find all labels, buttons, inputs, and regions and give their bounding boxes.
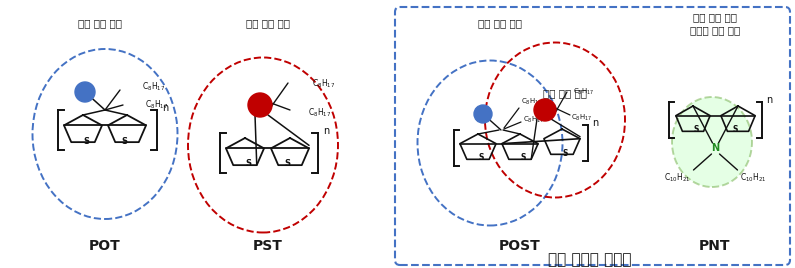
- Text: S: S: [562, 148, 568, 158]
- Text: n: n: [591, 118, 598, 128]
- Text: PST: PST: [253, 239, 283, 253]
- Text: S: S: [121, 136, 127, 146]
- Ellipse shape: [672, 97, 752, 187]
- Text: PNT: PNT: [700, 239, 731, 253]
- Text: 신규 개발된 고분자: 신규 개발된 고분자: [549, 252, 632, 267]
- Circle shape: [534, 99, 556, 121]
- Text: 빠른 탈색 속도: 빠른 탈색 속도: [478, 18, 522, 28]
- Text: $\mathregular{C_8H_{17}}$: $\mathregular{C_8H_{17}}$: [573, 87, 595, 97]
- Text: 질소 원소 도입: 질소 원소 도입: [693, 12, 737, 22]
- Text: n: n: [323, 126, 329, 136]
- Text: N: N: [712, 143, 719, 153]
- Text: $\mathregular{C_8H_{17}}$: $\mathregular{C_8H_{17}}$: [142, 81, 165, 93]
- Text: S: S: [520, 154, 525, 162]
- Text: S: S: [693, 125, 699, 135]
- Text: $\mathregular{C_{10}H_{21}}$: $\mathregular{C_{10}H_{21}}$: [664, 172, 691, 184]
- Text: 에너지 레벨 조절: 에너지 레벨 조절: [690, 25, 740, 35]
- Circle shape: [75, 82, 95, 102]
- Text: S: S: [732, 125, 738, 135]
- Text: 빠른 착색 속도: 빠른 착색 속도: [246, 18, 290, 28]
- Text: 빠른 탈색 속도: 빠른 탈색 속도: [78, 18, 122, 28]
- Circle shape: [474, 105, 492, 123]
- Text: S: S: [245, 159, 251, 169]
- Text: 빠른 착색 속도: 빠른 착색 속도: [543, 88, 587, 98]
- Text: $\mathregular{C_{10}H_{21}}$: $\mathregular{C_{10}H_{21}}$: [740, 172, 767, 184]
- Circle shape: [248, 93, 272, 117]
- Text: n: n: [162, 103, 168, 113]
- Text: $\mathregular{C_8H_{17}}$: $\mathregular{C_8H_{17}}$: [145, 99, 169, 111]
- Text: $\mathregular{C_8H_{17}}$: $\mathregular{C_8H_{17}}$: [523, 115, 545, 125]
- Text: O: O: [479, 110, 487, 118]
- Text: POST: POST: [499, 239, 541, 253]
- Text: O: O: [81, 87, 89, 96]
- Text: POT: POT: [89, 239, 121, 253]
- Text: S: S: [257, 100, 263, 110]
- Text: $\mathregular{C_8H_{17}}$: $\mathregular{C_8H_{17}}$: [312, 78, 335, 90]
- Text: S: S: [83, 136, 89, 146]
- Text: S: S: [479, 154, 483, 162]
- Text: S: S: [542, 106, 548, 114]
- Text: n: n: [766, 95, 772, 105]
- Text: S: S: [284, 159, 290, 169]
- Text: $\mathregular{C_8H_{17}}$: $\mathregular{C_8H_{17}}$: [521, 97, 542, 107]
- Text: $\mathregular{C_8H_{17}}$: $\mathregular{C_8H_{17}}$: [308, 107, 332, 119]
- Text: $\mathregular{C_8H_{17}}$: $\mathregular{C_8H_{17}}$: [571, 113, 592, 123]
